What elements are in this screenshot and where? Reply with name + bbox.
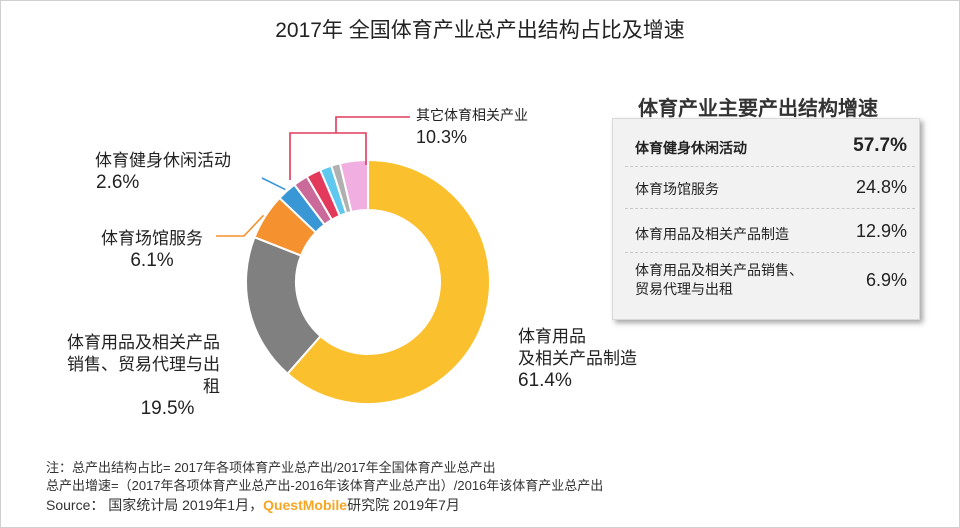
label-other-value: 10.3% bbox=[416, 127, 468, 147]
label-sales-value: 19.5% bbox=[140, 398, 195, 419]
leader-line-fitness bbox=[261, 177, 286, 191]
donut-slice bbox=[286, 158, 491, 405]
label-venue-name: 体育场馆服务 bbox=[101, 229, 203, 248]
label-venue: 体育场馆服务 6.1% bbox=[92, 228, 212, 272]
label-other: 其它体育相关产业 10.3% bbox=[416, 104, 528, 148]
growth-row-value: 24.8% bbox=[855, 177, 907, 197]
leader-bracket-other bbox=[289, 132, 367, 180]
label-sales-name-2: 销售、贸易代理与出租 bbox=[67, 355, 220, 396]
label-sales: 体育用品及相关产品 销售、贸易代理与出租 19.5% bbox=[55, 332, 220, 420]
label-venue-value: 6.1% bbox=[130, 250, 174, 271]
leader-line-other bbox=[335, 116, 410, 133]
growth-row-value: 6.9% bbox=[865, 270, 907, 290]
source-suffix: 研究院 2019年7月 bbox=[347, 497, 460, 513]
chart-title: 2017年 全国体育产业总产出结构占比及增速 bbox=[275, 19, 685, 42]
note-line: 注：总产出结构占比= 2017年各项体育产业总产出/2017年全国体育产业总产出 bbox=[46, 460, 496, 475]
label-manufacturing-name-1: 体育用品 bbox=[518, 327, 586, 346]
label-fitness-value: 2.6% bbox=[96, 172, 140, 193]
growth-row-name: 体育健身休闲活动 bbox=[635, 140, 747, 156]
growth-row-name: 体育场馆服务 bbox=[635, 181, 719, 197]
label-fitness: 体育健身休闲活动 2.6% bbox=[90, 150, 236, 194]
label-other-name: 其它体育相关产业 bbox=[416, 107, 528, 123]
label-manufacturing: 体育用品 及相关产品制造 61.4% bbox=[518, 326, 637, 392]
growth-title: 体育产业主要产出结构增速 bbox=[638, 98, 878, 120]
label-fitness-name: 体育健身休闲活动 bbox=[95, 151, 231, 170]
label-manufacturing-name-2: 及相关产品制造 bbox=[518, 349, 637, 368]
leader-line-venue bbox=[216, 214, 265, 237]
label-sales-name-1: 体育用品及相关产品 bbox=[67, 333, 220, 352]
source-brand: QuestMobile bbox=[263, 497, 348, 513]
source-prefix: Source： 国家统计局 2019年1月， bbox=[46, 497, 264, 513]
growth-row-name: 体育用品及相关产品制造 bbox=[635, 226, 789, 242]
growth-row-divider bbox=[625, 166, 915, 167]
growth-table: 体育健身休闲活动 57.7% 体育场馆服务 24.8% 体育用品及相关产品制造 … bbox=[612, 118, 920, 320]
note-line: 总产出增速=（2017年各项体育产业总产出-2016年该体育产业总产出）/201… bbox=[46, 478, 604, 493]
growth-row-value: 57.7% bbox=[853, 135, 907, 156]
growth-row-name: 体育用品及相关产品销售、 贸易代理与出租 bbox=[635, 262, 803, 297]
label-manufacturing-value: 61.4% bbox=[518, 370, 572, 391]
donut-slice-other-part bbox=[338, 158, 369, 214]
growth-row-divider bbox=[625, 208, 915, 209]
growth-row-value: 12.9% bbox=[855, 221, 907, 241]
source-line: Source： 国家统计局 2019年1月，QuestMobile研究院 201… bbox=[46, 495, 460, 515]
growth-row-divider bbox=[625, 252, 915, 253]
